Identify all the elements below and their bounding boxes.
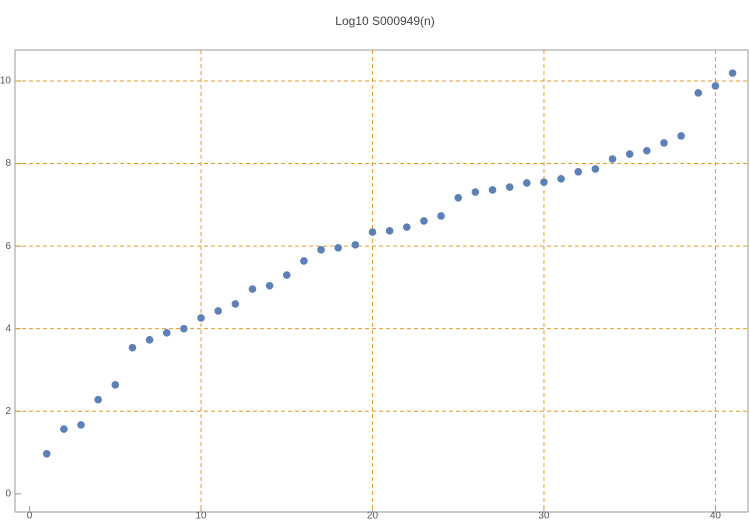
- point: [368, 228, 377, 236]
- point: [523, 179, 531, 187]
- point: [660, 139, 668, 147]
- point: [77, 421, 85, 429]
- y-tick-label: 0: [5, 488, 11, 499]
- point: [42, 449, 51, 458]
- point: [591, 165, 600, 173]
- point: [128, 343, 137, 352]
- point: [694, 89, 703, 97]
- x-tick-label: 30: [538, 511, 550, 521]
- y-tick-label: 8: [5, 158, 11, 169]
- plot-frame: [14, 49, 749, 513]
- point: [505, 183, 514, 191]
- x-tick-label: 0: [27, 511, 33, 521]
- point: [231, 300, 240, 308]
- point: [94, 395, 102, 404]
- point: [711, 82, 720, 90]
- point: [265, 281, 274, 290]
- point: [557, 175, 565, 183]
- point: [540, 178, 548, 186]
- point: [402, 223, 411, 231]
- point: [248, 285, 257, 293]
- point: [180, 324, 188, 333]
- point: [643, 146, 651, 155]
- point: [317, 246, 325, 254]
- point: [334, 243, 343, 252]
- point: [608, 155, 617, 163]
- chart-title: Log10 S000949(n): [335, 14, 434, 28]
- point: [162, 329, 171, 337]
- point: [385, 227, 394, 235]
- point: [420, 217, 428, 225]
- point: [197, 314, 205, 322]
- x-tick-label: 40: [710, 511, 722, 521]
- y-tick-label: 4: [5, 323, 11, 334]
- point: [60, 425, 68, 433]
- point: [351, 241, 360, 249]
- y-tick-label: 10: [0, 76, 11, 87]
- point: [214, 307, 222, 315]
- point: [574, 167, 583, 176]
- point: [488, 186, 497, 194]
- y-tick-label: 6: [5, 241, 11, 252]
- point: [282, 271, 291, 279]
- x-tick-label: 10: [195, 511, 207, 521]
- point: [625, 150, 634, 158]
- point: [471, 188, 480, 196]
- point: [677, 132, 685, 140]
- point: [437, 212, 445, 220]
- point: [454, 194, 463, 202]
- point: [145, 336, 154, 344]
- point: [111, 381, 120, 389]
- point: [728, 69, 737, 77]
- y-tick-label: 2: [5, 406, 11, 417]
- point: [300, 257, 308, 265]
- x-tick-label: 20: [367, 511, 379, 521]
